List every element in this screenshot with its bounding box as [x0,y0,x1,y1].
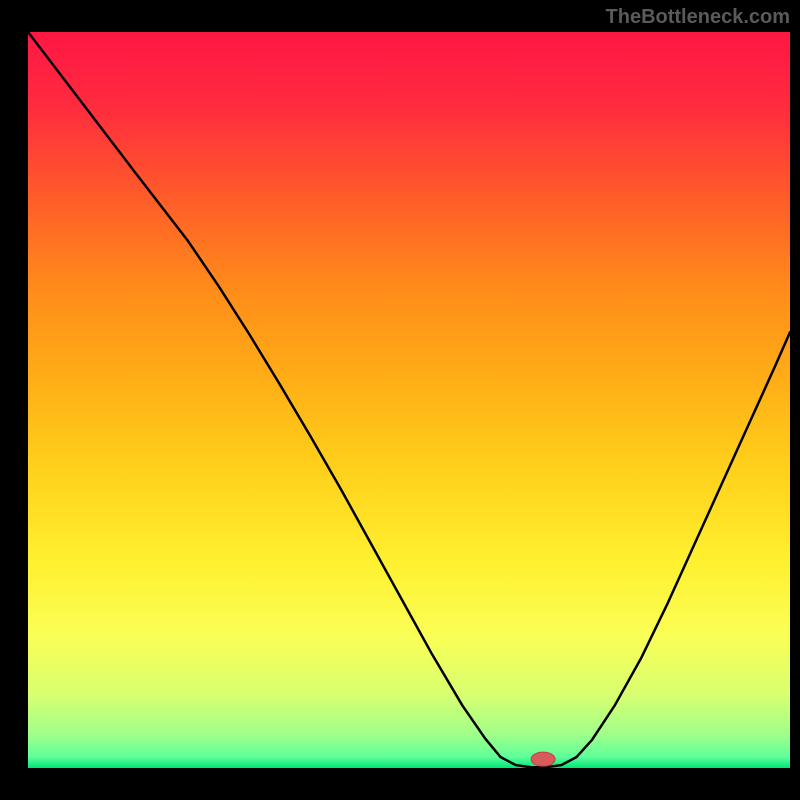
frame-border-left [0,0,28,800]
frame-border-right [790,0,800,800]
optimal-point-marker [531,752,555,766]
plot-svg [28,32,790,768]
gradient-background [28,32,790,768]
plot-area [28,32,790,768]
bottleneck-curve [28,32,790,767]
frame-border-bottom [0,768,800,800]
watermark-text: TheBottleneck.com [606,6,790,29]
